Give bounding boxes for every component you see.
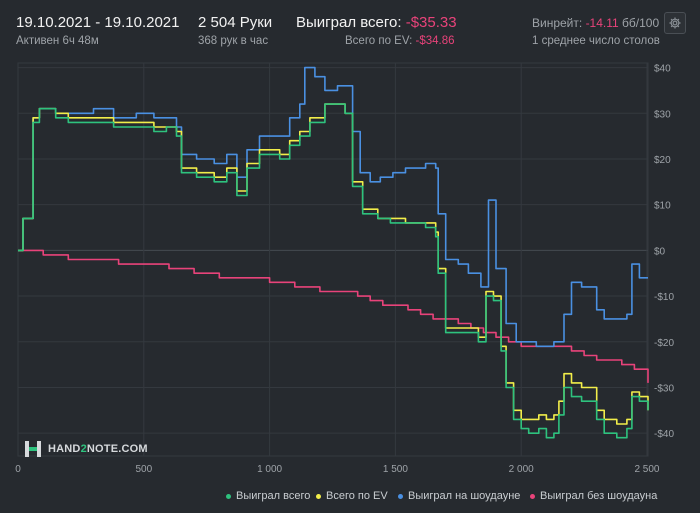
- y-tick-label: $30: [654, 109, 671, 120]
- hand2note-logo: HAND2NOTE.COM: [24, 440, 148, 458]
- chart-lines: [18, 66, 649, 439]
- active-duration: Активен 6ч 48м: [16, 35, 99, 47]
- date-range: 19.10.2021 - 19.10.2021: [16, 14, 180, 31]
- chart-axes: $40 $30 $20 $10 $0 -$10 -$20 -$30 -$40 0 500 1 000 1…: [15, 64, 674, 475]
- y-tick-label: $20: [654, 155, 671, 166]
- hands-count: 2 504 Руки: [198, 14, 273, 31]
- x-tick-label: 2 000: [509, 464, 534, 475]
- legend-item-ev[interactable]: Всего по EV: [316, 490, 388, 502]
- x-tick-label: 2 500: [634, 464, 659, 475]
- y-tick-label: -$40: [654, 429, 674, 440]
- legend-dot: [530, 493, 535, 499]
- y-tick-label: $10: [654, 201, 671, 212]
- winrate: Винрейт: -14.11 бб/100: [532, 16, 659, 30]
- ev-total: Всего по EV: -$34.86: [345, 35, 455, 47]
- y-tick-label: $0: [654, 246, 666, 257]
- legend-label: Выиграл всего: [236, 490, 311, 502]
- winrate-label: Винрейт:: [532, 16, 583, 30]
- y-tick-label: $40: [654, 64, 671, 75]
- logo-text: HAND2NOTE.COM: [48, 443, 148, 455]
- legend-item-non-showdown[interactable]: Выиграл без шоудауна: [530, 490, 657, 502]
- legend-dot: [226, 493, 231, 499]
- legend-item-won-total[interactable]: Выиграл всего: [226, 490, 310, 502]
- x-tick-label: 500: [135, 464, 152, 475]
- legend-label: Выиграл на шоудауне: [408, 490, 521, 502]
- won-total: Выиграл всего: -$35.33: [296, 14, 457, 31]
- legend-item-showdown[interactable]: Выиграл на шоудауне: [398, 490, 520, 502]
- winrate-unit: бб/100: [622, 16, 660, 30]
- won-total-value: -$35.33: [405, 14, 457, 31]
- avg-tables: 1 среднее число столов: [532, 35, 660, 47]
- x-tick-label: 1 000: [257, 464, 282, 475]
- logo-icon: [25, 441, 41, 457]
- legend-dot: [398, 493, 403, 499]
- settings-button[interactable]: [664, 12, 686, 34]
- x-tick-label: 0: [15, 464, 21, 475]
- series-line-showdown: [18, 66, 648, 348]
- won-total-label: Выиграл всего:: [296, 14, 402, 31]
- y-tick-label: -$30: [654, 383, 674, 394]
- gear-icon: [669, 17, 681, 29]
- legend-dot: [316, 493, 321, 499]
- x-tick-label: 1 500: [383, 464, 408, 475]
- series-line-won-total: [18, 103, 649, 439]
- y-tick-label: -$10: [654, 292, 674, 303]
- y-tick-label: -$20: [654, 338, 674, 349]
- hands-per-hour: 368 рук в час: [198, 35, 269, 47]
- ev-total-label: Всего по EV:: [345, 35, 413, 47]
- series-line-ev: [18, 103, 649, 425]
- legend-label: Выиграл без шоудауна: [540, 490, 658, 502]
- legend-label: Всего по EV: [326, 490, 388, 502]
- ev-total-value: -$34.86: [415, 35, 455, 47]
- series-line-non-showdown: [18, 249, 649, 383]
- winrate-value: -14.11: [585, 16, 619, 30]
- chart-grid: [17, 62, 649, 457]
